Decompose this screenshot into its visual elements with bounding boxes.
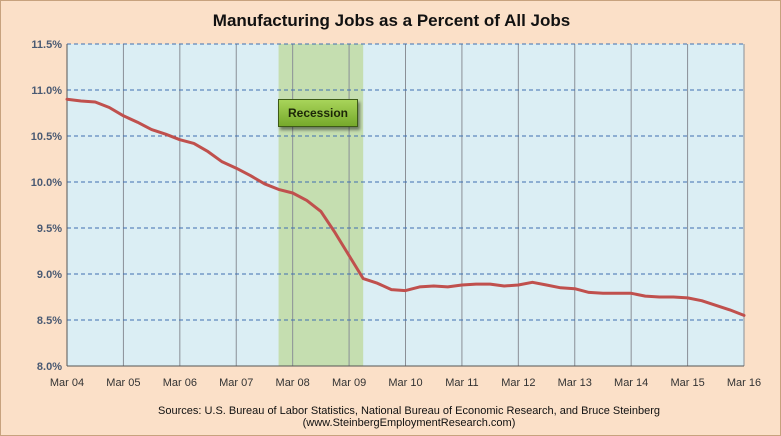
- x-tick-label: Mar 12: [501, 377, 535, 389]
- recession-label: Recession: [278, 99, 358, 127]
- y-tick-label: 9.0%: [37, 269, 62, 281]
- y-tick-label: 9.5%: [37, 223, 62, 235]
- y-tick-label: 11.0%: [31, 85, 62, 97]
- x-tick-label: Mar 08: [276, 377, 310, 389]
- x-tick-label: Mar 09: [332, 377, 366, 389]
- x-tick-label: Mar 04: [50, 377, 84, 389]
- x-tick-label: Mar 16: [727, 377, 761, 389]
- x-tick-label: Mar 05: [106, 377, 140, 389]
- y-tick-label: 11.5%: [31, 39, 62, 51]
- recession-band: [278, 44, 364, 366]
- x-tick-label: Mar 07: [219, 377, 253, 389]
- x-tick-label: Mar 11: [445, 377, 478, 389]
- y-tick-label: 10.0%: [31, 177, 62, 189]
- y-tick-label: 10.5%: [31, 131, 62, 143]
- x-tick-label: Mar 10: [388, 377, 422, 389]
- x-tick-label: Mar 13: [558, 377, 592, 389]
- chart-title: Manufacturing Jobs as a Percent of All J…: [212, 11, 571, 30]
- series-line: [65, 97, 746, 317]
- y-tick-label: 8.5%: [37, 315, 62, 327]
- y-tick-label: 8.0%: [37, 361, 62, 373]
- x-tick-label: Mar 15: [670, 377, 704, 389]
- x-tick-label: Mar 14: [614, 377, 648, 389]
- x-tick-label: Mar 06: [163, 377, 197, 389]
- source-note: Sources: U.S. Bureau of Labor Statistics…: [158, 405, 660, 429]
